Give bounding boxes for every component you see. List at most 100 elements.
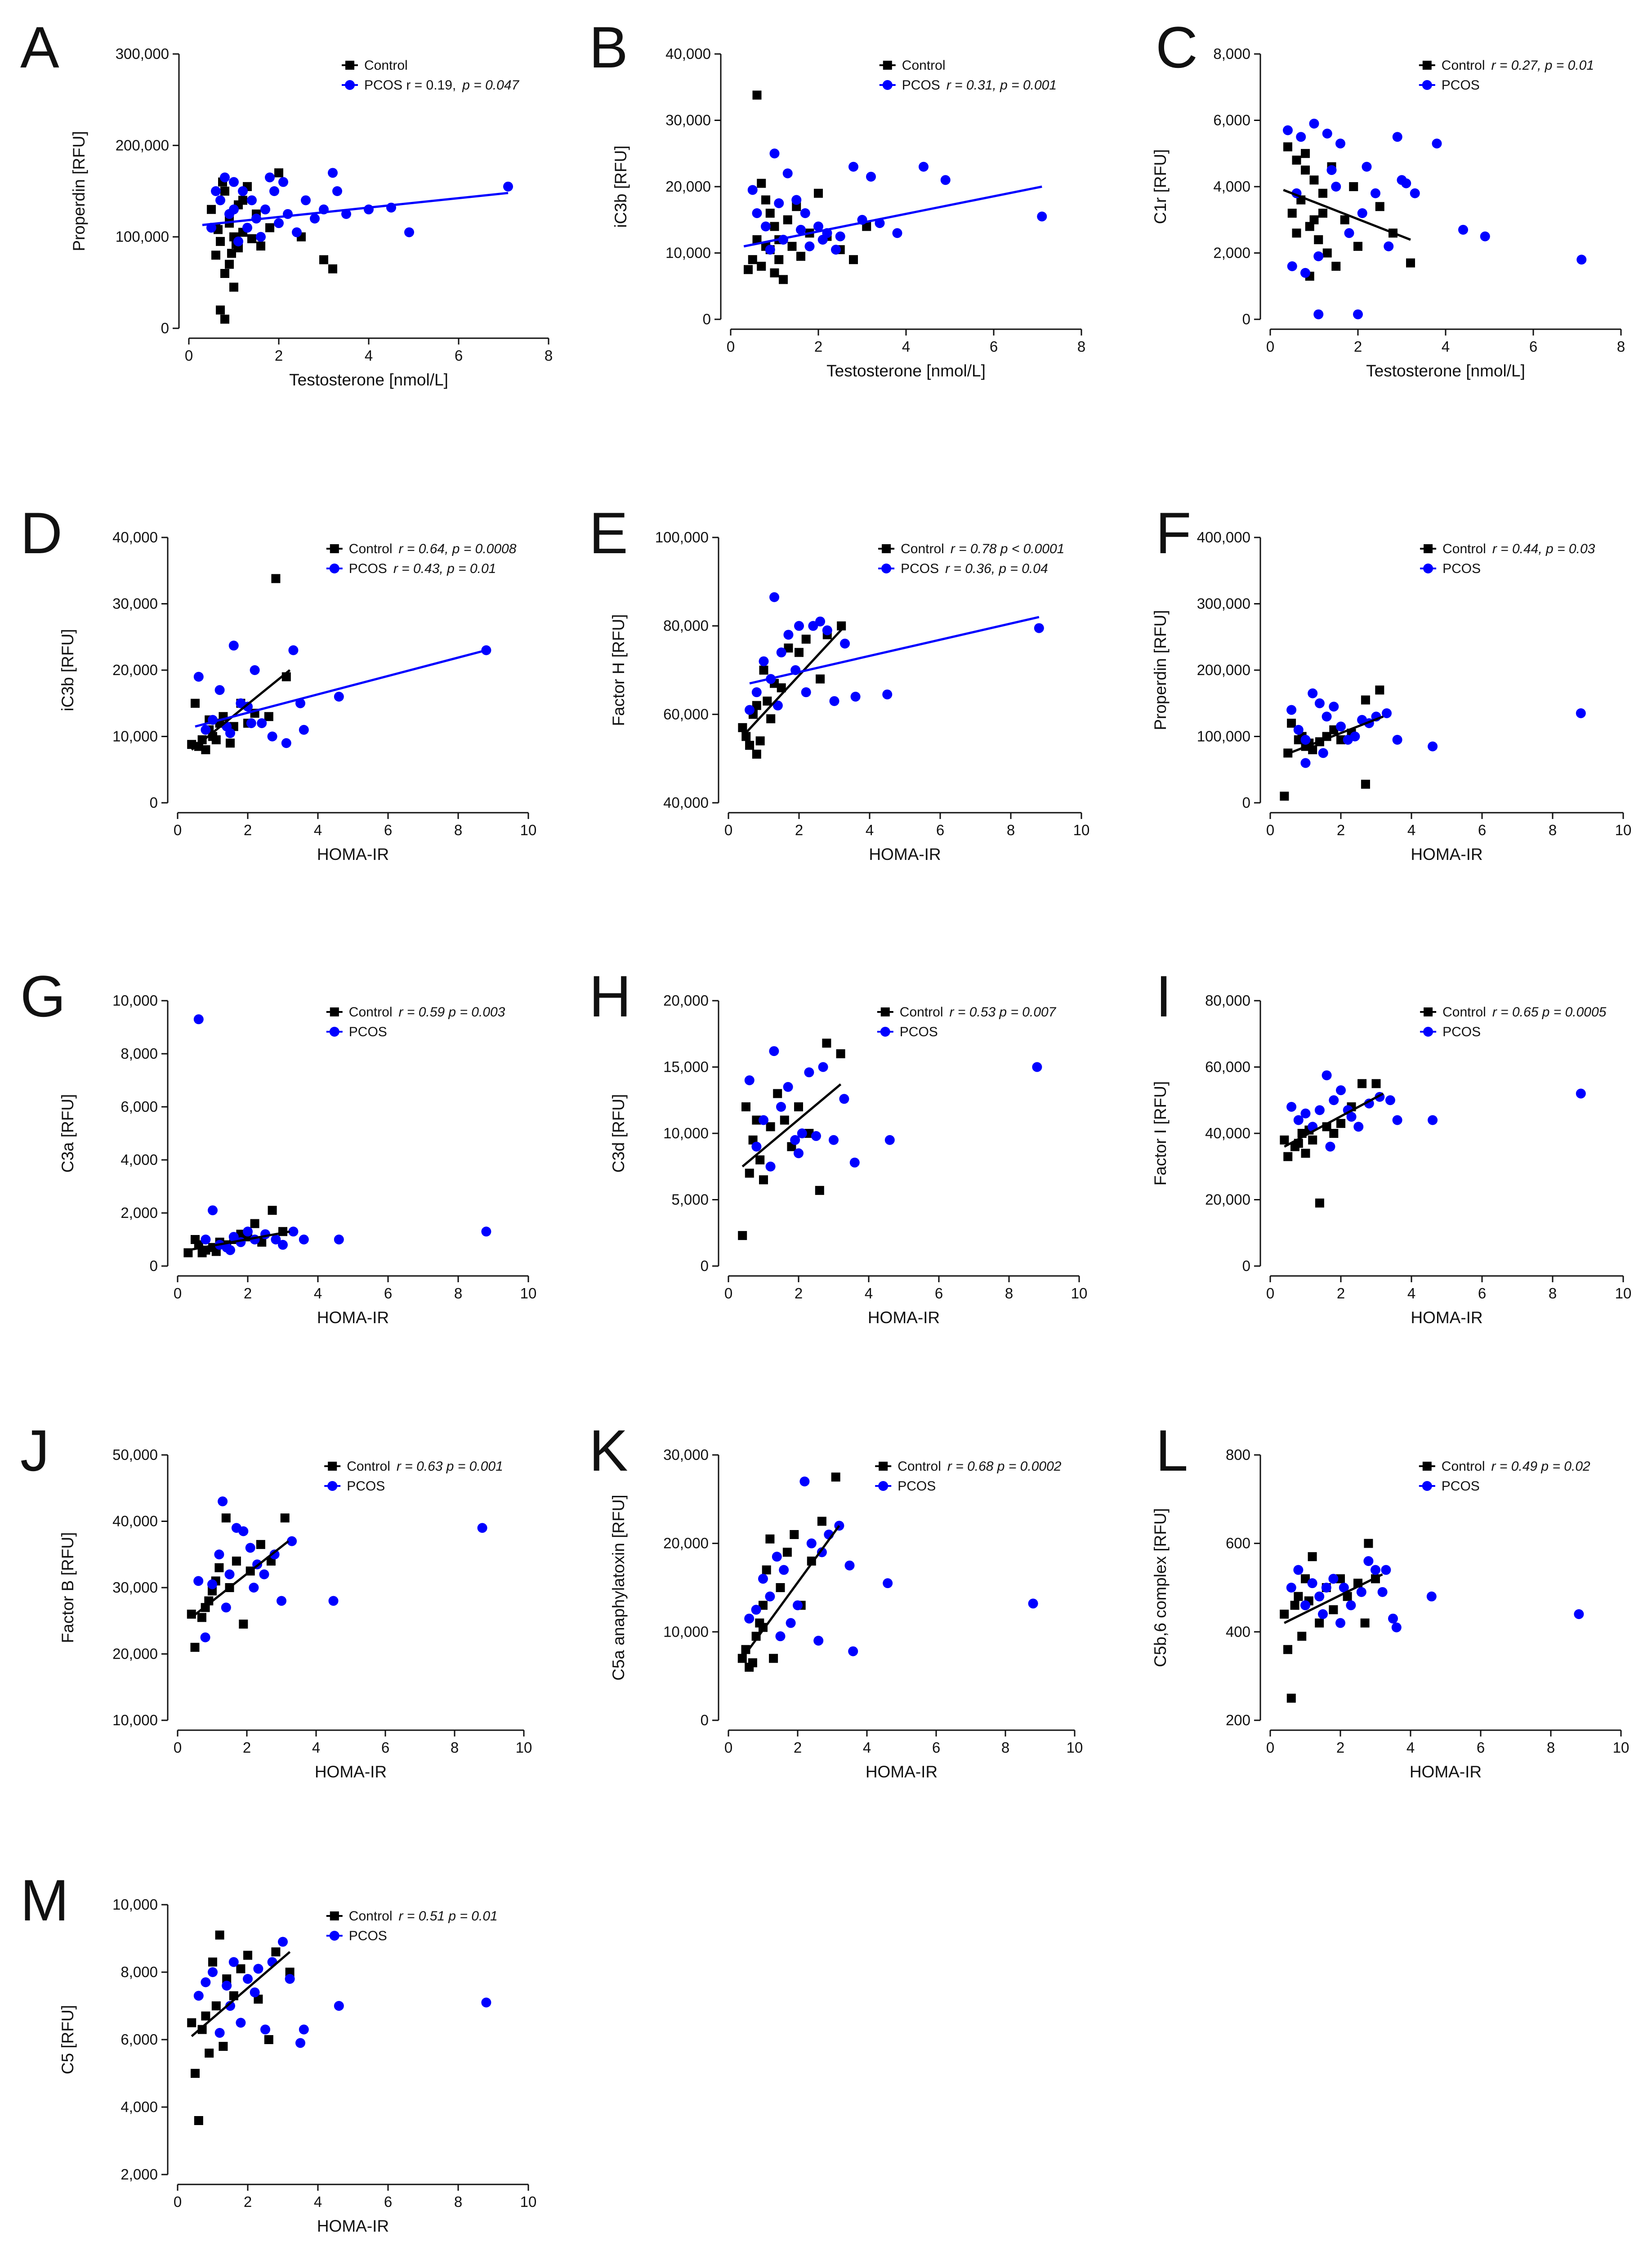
- y-tick-label: 10,000: [663, 1623, 709, 1640]
- control-point: [1287, 719, 1296, 728]
- pcos-point: [1286, 705, 1297, 715]
- pcos-point: [1428, 1115, 1438, 1125]
- pcos-point: [765, 1161, 776, 1172]
- pcos-point: [791, 195, 802, 205]
- y-tick-label: 20,000: [663, 1535, 709, 1552]
- pcos-point: [783, 630, 794, 640]
- legend-control-name: Control: [1442, 1459, 1485, 1474]
- pcos-point: [817, 235, 828, 245]
- control-point: [1329, 1605, 1338, 1615]
- control-point: [759, 1601, 768, 1610]
- x-tick-label: 10: [520, 822, 537, 838]
- pcos-point: [1353, 1122, 1364, 1132]
- y-axis-label: iC3b [RFU]: [58, 629, 77, 712]
- control-fit-line: [1284, 1573, 1383, 1624]
- pcos-point: [772, 1552, 782, 1562]
- x-tick-label: 0: [185, 347, 193, 364]
- pcos-point: [811, 1131, 821, 1141]
- control-point: [770, 268, 779, 277]
- x-tick-label: 8: [1001, 1739, 1009, 1756]
- pcos-point: [1328, 1574, 1339, 1584]
- pcos-point: [1385, 1095, 1395, 1105]
- control-point: [229, 282, 238, 292]
- control-point: [769, 1654, 778, 1663]
- chart-panel-l: L 200 400 600 800 0 2 4 6 8 10 HOMA-IR C5b,6 complex…: [1151, 1418, 1629, 1781]
- control-point: [1280, 792, 1289, 801]
- x-tick-label: 0: [174, 1285, 182, 1302]
- legend-square-marker: [880, 1007, 890, 1016]
- x-tick-label: 2: [244, 2193, 252, 2210]
- y-tick-label: 6,000: [1213, 112, 1250, 129]
- y-axis-label: C5 [RFU]: [58, 2005, 77, 2074]
- x-tick-label: 4: [314, 2193, 322, 2210]
- pcos-point: [808, 621, 818, 631]
- legend-control-stat: r = 0.78 p < 0.0001: [951, 541, 1065, 556]
- pcos-point: [1309, 118, 1319, 129]
- legend-control-stat: r = 0.65 p = 0.0005: [1492, 1005, 1607, 1020]
- control-point: [755, 1155, 765, 1164]
- pcos-point: [765, 1591, 775, 1602]
- control-point: [197, 1613, 206, 1622]
- control-point: [271, 1947, 281, 1956]
- control-point: [815, 1186, 824, 1195]
- pcos-point: [818, 1062, 828, 1072]
- x-tick-label: 8: [1549, 1285, 1557, 1302]
- pcos-point: [225, 2001, 235, 2011]
- control-fit-line: [188, 1230, 290, 1252]
- pcos-fit-line: [202, 192, 509, 226]
- legend-pcos-name: PCOS: [900, 1025, 938, 1039]
- y-tick-label: 10,000: [112, 1712, 158, 1728]
- pcos-point: [247, 195, 257, 206]
- pcos-point: [774, 198, 784, 208]
- y-tick-label: 0: [701, 1712, 709, 1728]
- pcos-point: [1296, 132, 1306, 142]
- pcos-point: [883, 1578, 893, 1589]
- y-axis-label: C1r [RFU]: [1151, 149, 1170, 224]
- control-point: [748, 255, 757, 264]
- control-point: [1308, 1135, 1317, 1145]
- control-point: [205, 2049, 214, 2058]
- pcos-point: [1329, 702, 1339, 712]
- pcos-point: [1286, 1583, 1296, 1593]
- legend-square-marker: [330, 544, 339, 553]
- control-point: [1314, 235, 1323, 244]
- y-axis-label: iC3b [RFU]: [612, 146, 630, 228]
- x-tick-label: 2: [795, 1285, 803, 1302]
- legend-control-stat: r = 0.27, p = 0.01: [1491, 58, 1594, 73]
- control-point: [220, 269, 229, 278]
- x-tick-label: 2: [244, 1285, 252, 1302]
- pcos-point: [1392, 1115, 1402, 1125]
- y-tick-label: 10,000: [112, 728, 158, 745]
- y-tick-label: 300,000: [116, 45, 169, 62]
- pcos-point: [1300, 268, 1310, 278]
- pcos-point: [229, 177, 239, 187]
- control-point: [1280, 1135, 1289, 1145]
- control-point: [790, 1530, 799, 1539]
- pcos-point: [1032, 1062, 1042, 1072]
- legend-square-marker: [1424, 1007, 1433, 1016]
- x-tick-label: 8: [1617, 338, 1625, 355]
- control-point: [264, 712, 273, 721]
- control-point: [280, 1513, 290, 1523]
- x-tick-label: 6: [932, 1739, 940, 1756]
- x-tick-label: 2: [1337, 1285, 1345, 1302]
- pcos-point: [233, 236, 243, 246]
- pcos-point: [242, 223, 252, 233]
- pcos-point: [813, 1636, 824, 1646]
- pcos-point: [1326, 165, 1337, 175]
- control-fit-line: [741, 1525, 840, 1659]
- control-point: [216, 305, 225, 315]
- legend-control-name: Control: [1442, 58, 1485, 73]
- pcos-point: [759, 656, 769, 667]
- control-point: [236, 1964, 246, 1973]
- y-tick-label: 20,000: [1205, 1191, 1250, 1208]
- pcos-point: [328, 1596, 339, 1606]
- pcos-point: [793, 1600, 803, 1611]
- pcos-point: [1382, 708, 1392, 718]
- pcos-point: [804, 1067, 814, 1078]
- x-tick-label: 2: [275, 347, 283, 364]
- pcos-point: [1283, 125, 1293, 135]
- y-tick-label: 30,000: [112, 595, 158, 612]
- x-tick-label: 10: [1613, 1739, 1630, 1756]
- pcos-point: [1356, 1587, 1366, 1597]
